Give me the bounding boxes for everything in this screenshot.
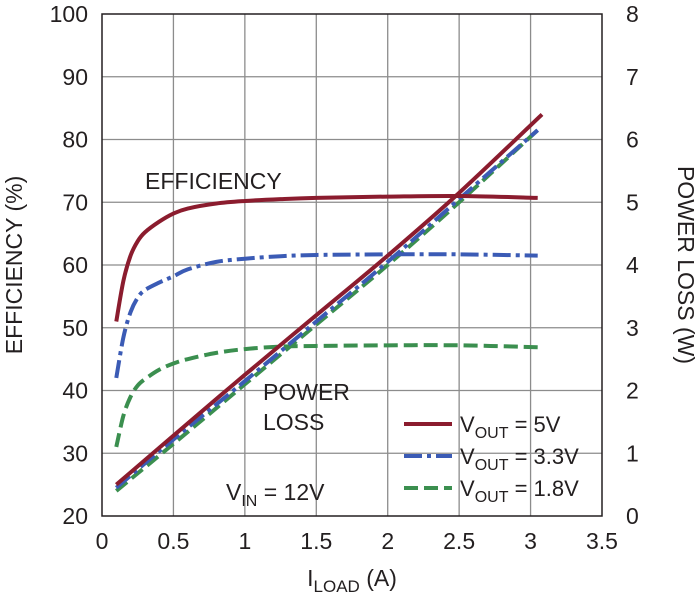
y-left-tick-label: 20 — [62, 503, 88, 529]
x-tick-label: 0.5 — [157, 528, 189, 554]
y-right-tick-label: 0 — [626, 503, 639, 529]
series-1-efficiency-line — [114, 193, 538, 322]
x-tick-label: 0 — [96, 528, 109, 554]
x-tick-label: 1.5 — [300, 528, 332, 554]
y-left-tick-labels: 20 30 40 50 60 70 80 90 100 — [50, 1, 88, 529]
series-1-power-loss-line — [114, 112, 544, 487]
vin-annotation: VIN = 12V — [226, 479, 325, 510]
y-left-tick-label: 90 — [62, 64, 88, 90]
y-left-tick-label: 60 — [62, 252, 88, 278]
power-loss-annotation-line1: POWER — [263, 379, 350, 405]
y-left-axis-label: EFFICIENCY (%) — [1, 176, 27, 354]
y-left-tick-label: 70 — [62, 189, 88, 215]
y-left-tick-label: 80 — [62, 127, 88, 153]
grid-lines — [102, 14, 602, 516]
y-left-tick-label: 100 — [50, 1, 88, 27]
x-tick-label: 1 — [238, 528, 251, 554]
x-tick-label: 3 — [524, 528, 537, 554]
series-2-power-loss-line — [114, 128, 540, 490]
series-curves — [114, 112, 544, 493]
y-right-tick-label: 3 — [626, 315, 639, 341]
y-right-tick-label: 6 — [626, 127, 639, 153]
power-loss-annotation-line2: LOSS — [263, 409, 324, 435]
x-tick-label: 2.5 — [443, 528, 475, 554]
y-right-tick-label: 2 — [626, 378, 639, 404]
series-2-efficiency-line — [114, 252, 538, 379]
y-right-tick-labels: 0 1 2 3 4 5 6 7 8 — [626, 1, 639, 529]
x-tick-label: 2 — [381, 528, 394, 554]
y-right-tick-label: 4 — [626, 252, 639, 278]
legend-label: VOUT = 1.8V — [460, 476, 579, 506]
y-left-tick-label: 50 — [62, 315, 88, 341]
y-left-tick-label: 40 — [62, 378, 88, 404]
series-3-efficiency-line — [114, 343, 538, 448]
legend-label: VOUT = 5V — [460, 412, 561, 442]
efficiency-annotation: EFFICIENCY — [145, 168, 282, 194]
y-right-tick-label: 7 — [626, 64, 639, 90]
y-right-tick-label: 8 — [626, 1, 639, 27]
y-right-tick-label: 1 — [626, 440, 639, 466]
x-tick-labels: 0 0.5 1 1.5 2 2.5 3 3.5 — [96, 528, 618, 554]
x-axis-label: ILOAD (A) — [307, 565, 397, 596]
legend-label: VOUT = 3.3V — [460, 444, 579, 474]
plot-frame — [101, 13, 603, 517]
x-tick-label: 3.5 — [586, 528, 618, 554]
y-left-tick-label: 30 — [62, 440, 88, 466]
y-right-axis-label: POWER LOSS (W) — [673, 166, 699, 364]
y-right-tick-label: 5 — [626, 189, 639, 215]
series-3-power-loss-line — [115, 128, 540, 493]
